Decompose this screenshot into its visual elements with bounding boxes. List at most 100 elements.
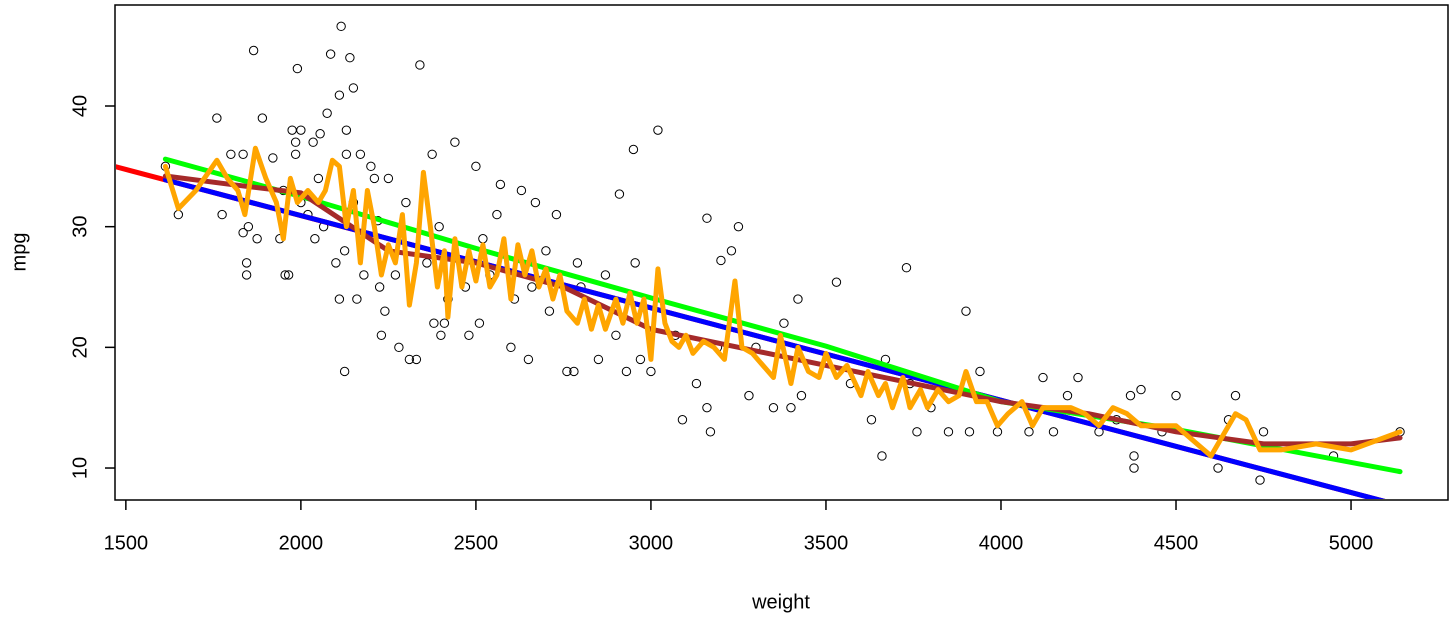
- x-tick-label: 5000: [1329, 532, 1374, 554]
- point: [341, 149, 352, 159]
- point: [744, 390, 754, 401]
- point: [474, 318, 485, 328]
- point: [334, 294, 345, 304]
- point: [434, 221, 444, 232]
- point: [290, 137, 301, 147]
- point: [243, 221, 254, 232]
- point: [733, 221, 744, 232]
- x-tick-label: 2500: [454, 532, 499, 554]
- point: [621, 366, 632, 377]
- point: [394, 342, 404, 353]
- point: [355, 149, 366, 159]
- y-tick-label: 30: [69, 216, 91, 238]
- point: [296, 125, 306, 135]
- point: [339, 246, 350, 256]
- point: [436, 330, 446, 340]
- point: [562, 366, 572, 377]
- point: [1048, 427, 1059, 437]
- point: [691, 378, 702, 389]
- point: [1136, 384, 1146, 395]
- point: [779, 318, 789, 328]
- point: [1073, 372, 1083, 383]
- point: [495, 179, 506, 190]
- point: [308, 137, 318, 147]
- point: [611, 330, 621, 340]
- point: [1255, 475, 1265, 485]
- point: [383, 173, 394, 184]
- point: [1213, 463, 1223, 473]
- point: [376, 330, 387, 340]
- point: [411, 354, 422, 365]
- point: [1230, 390, 1241, 401]
- point: [702, 213, 712, 223]
- point: [912, 427, 922, 437]
- point: [422, 258, 432, 268]
- point: [217, 209, 227, 220]
- point: [429, 318, 439, 328]
- point: [831, 277, 842, 287]
- point: [646, 366, 656, 377]
- point: [345, 53, 355, 63]
- point: [268, 153, 278, 163]
- point: [415, 60, 425, 70]
- point: [292, 63, 303, 74]
- point: [315, 129, 325, 139]
- point: [793, 294, 803, 304]
- point: [530, 197, 541, 208]
- point: [786, 402, 796, 413]
- y-tick-label: 40: [69, 95, 91, 117]
- point: [471, 161, 481, 172]
- point: [705, 427, 716, 437]
- point: [1125, 390, 1136, 401]
- point: [464, 330, 474, 340]
- point: [404, 354, 415, 365]
- point: [339, 366, 350, 377]
- plot-frame: [114, 4, 1449, 501]
- x-tick-label: 4500: [1154, 532, 1199, 554]
- point: [380, 306, 390, 316]
- point: [943, 427, 954, 437]
- point: [1171, 390, 1181, 401]
- point: [352, 294, 362, 304]
- point: [544, 306, 555, 316]
- x-tick-label: 3500: [804, 532, 849, 554]
- point: [313, 173, 324, 184]
- point: [212, 113, 222, 123]
- fit-line: [162, 145, 1403, 459]
- point: [478, 234, 488, 244]
- point: [341, 125, 352, 135]
- point: [238, 149, 248, 159]
- point: [238, 228, 248, 238]
- point: [283, 270, 294, 280]
- point: [257, 113, 268, 123]
- point: [1062, 390, 1073, 401]
- point: [427, 149, 437, 159]
- point: [1024, 427, 1034, 437]
- point: [369, 173, 380, 184]
- point: [572, 258, 583, 268]
- point: [630, 258, 640, 268]
- point: [439, 318, 450, 328]
- point: [726, 246, 737, 256]
- point: [677, 415, 688, 425]
- point: [226, 149, 236, 159]
- point: [600, 270, 611, 280]
- point: [527, 282, 537, 292]
- point: [506, 342, 516, 353]
- point: [310, 234, 320, 244]
- point: [336, 21, 346, 32]
- point: [635, 354, 646, 365]
- point: [702, 402, 712, 413]
- y-tick-label: 10: [69, 457, 91, 479]
- point: [593, 354, 604, 365]
- point: [541, 246, 551, 256]
- point: [768, 402, 779, 413]
- point: [334, 90, 345, 100]
- x-axis-label: weight: [751, 591, 810, 613]
- point: [359, 270, 369, 280]
- x-tick-label: 1500: [104, 532, 149, 554]
- point: [331, 258, 341, 268]
- point: [653, 125, 663, 135]
- point: [401, 197, 411, 208]
